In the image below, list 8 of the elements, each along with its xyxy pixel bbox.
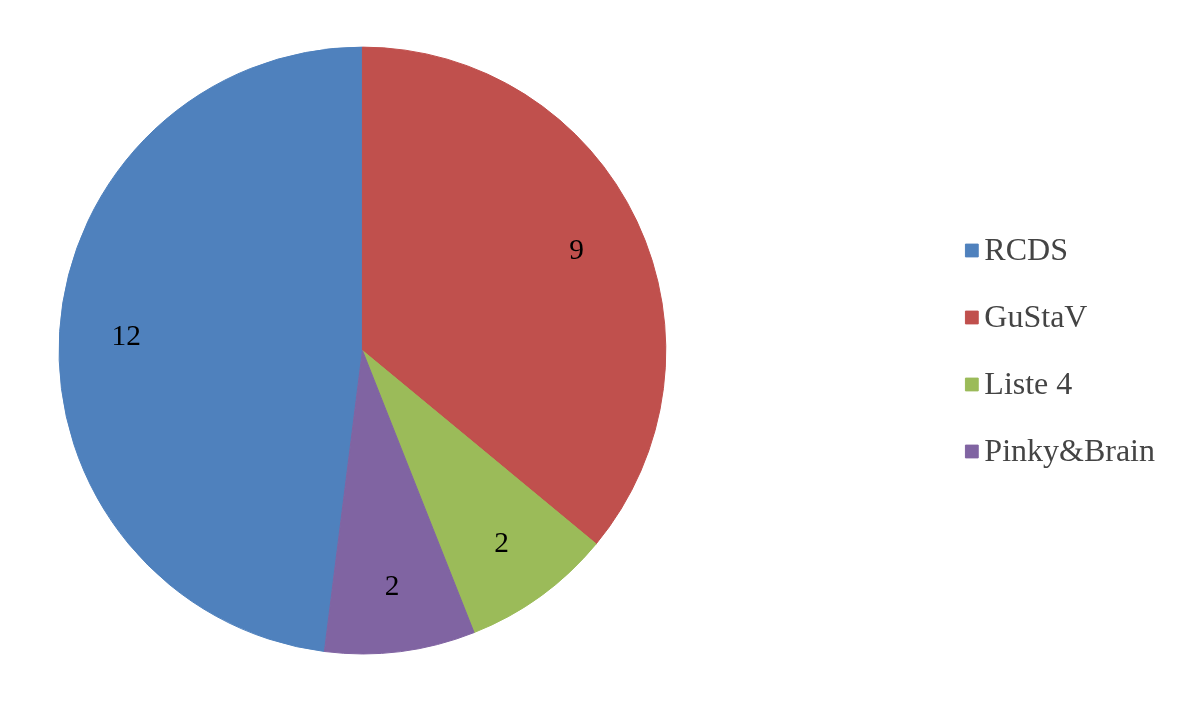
data-label: 9 <box>569 233 584 266</box>
legend-label: Liste 4 <box>984 365 1073 402</box>
legend-label: GuStaV <box>984 298 1088 335</box>
legend-label: RCDS <box>984 231 1068 268</box>
data-label: 2 <box>494 525 509 558</box>
legend-label: Pinky&Brain <box>984 432 1155 469</box>
data-label: 12 <box>111 319 141 352</box>
data-label: 2 <box>384 568 400 601</box>
